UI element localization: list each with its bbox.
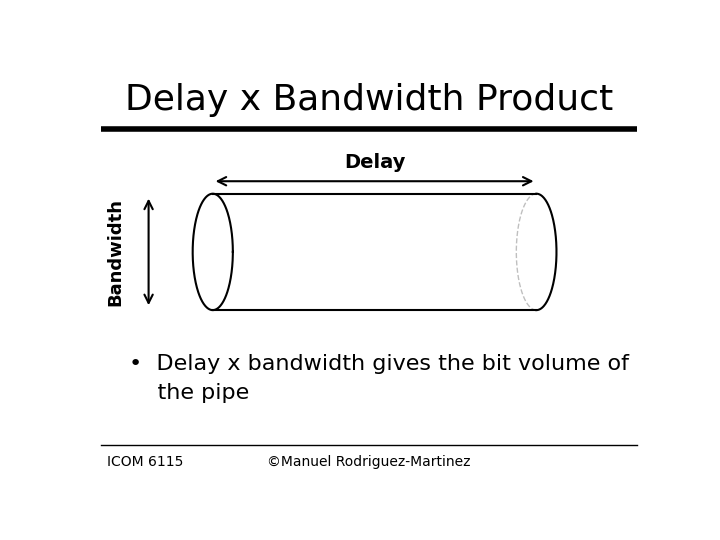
Text: •  Delay x bandwidth gives the bit volume of: • Delay x bandwidth gives the bit volume… <box>129 354 629 374</box>
Text: Bandwidth: Bandwidth <box>106 198 124 306</box>
Text: ICOM 6115: ICOM 6115 <box>107 455 183 469</box>
Text: the pipe: the pipe <box>129 383 249 403</box>
Text: ©Manuel Rodriguez-Martinez: ©Manuel Rodriguez-Martinez <box>267 455 471 469</box>
Text: Delay: Delay <box>344 153 405 172</box>
Text: Delay x Bandwidth Product: Delay x Bandwidth Product <box>125 83 613 117</box>
